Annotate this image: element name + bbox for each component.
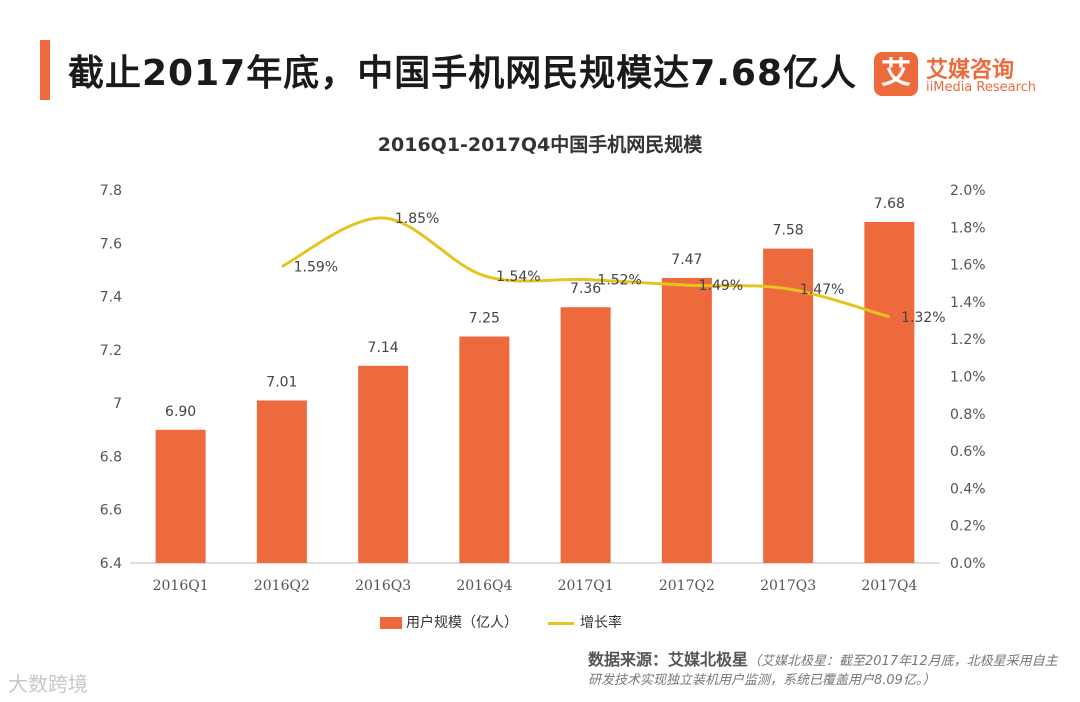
y-right-tick-label: 0.8% <box>950 407 986 423</box>
x-tick-label: 2016Q3 <box>355 578 411 594</box>
bar-value-label: 7.36 <box>570 281 601 297</box>
brand-mark-icon: 艾 <box>874 52 918 96</box>
line-value-label: 1.52% <box>597 273 641 289</box>
y-right-tick-label: 0.4% <box>950 481 986 497</box>
legend-bar-swatch <box>380 617 402 629</box>
bar-value-label: 7.01 <box>266 374 297 390</box>
y-right-tick-label: 1.6% <box>950 258 986 274</box>
bar <box>256 400 307 563</box>
brand-logo: 艾 艾媒咨询 iiMedia Research <box>874 52 1054 98</box>
y-right-tick-label: 1.8% <box>950 220 986 236</box>
y-right-tick-label: 0.2% <box>950 519 986 535</box>
bar <box>459 336 510 563</box>
line-value-label: 1.59% <box>294 259 338 275</box>
bar-value-label: 7.58 <box>773 223 804 239</box>
source-label: 数据来源：艾媒北极星 <box>588 650 749 669</box>
y-left-tick-label: 7.6 <box>100 236 122 252</box>
legend-item-bar: 用户规模（亿人） <box>380 612 518 632</box>
bar <box>560 307 611 563</box>
y-left-tick-label: 7.2 <box>100 343 122 359</box>
y-left-tick-label: 6.4 <box>100 556 122 572</box>
line-value-label: 1.47% <box>800 282 844 298</box>
x-tick-label: 2016Q2 <box>254 578 310 594</box>
y-left-tick-label: 7.4 <box>100 290 122 306</box>
y-right-tick-label: 0.0% <box>950 556 986 572</box>
x-tick-label: 2016Q1 <box>153 578 209 594</box>
line-value-label: 1.54% <box>496 269 540 285</box>
x-tick-label: 2017Q3 <box>760 578 816 594</box>
y-right-tick-label: 1.0% <box>950 370 986 386</box>
y-left-tick-label: 7.8 <box>100 183 122 199</box>
corner-watermark: 大数跨境 <box>8 672 88 696</box>
bar-value-label: 7.25 <box>469 311 500 327</box>
line-value-label: 1.49% <box>699 278 743 294</box>
bar-value-label: 7.47 <box>671 252 702 268</box>
bar <box>661 277 712 563</box>
bar-value-label: 6.90 <box>165 404 196 420</box>
growth-rate-line <box>281 216 890 319</box>
x-tick-label: 2016Q4 <box>456 578 512 594</box>
bar-value-label: 7.68 <box>874 196 905 212</box>
line-value-label: 1.85% <box>395 211 439 227</box>
legend-line-swatch <box>548 621 574 625</box>
legend-bar-label: 用户规模（亿人） <box>406 615 518 631</box>
y-right-tick-label: 0.6% <box>950 444 986 460</box>
bar <box>155 429 206 563</box>
source-detail: （艾媒北极星：截至2017年12月底，北极星采用自主研发技术实现独立装机用户监测… <box>588 654 1058 688</box>
y-left-tick-label: 7 <box>113 396 122 412</box>
y-right-tick-label: 1.4% <box>950 295 986 311</box>
source-note: 数据来源：艾媒北极星（艾媒北极星：截至2017年12月底，北极星采用自主研发技术… <box>588 650 1058 690</box>
bar <box>763 248 814 563</box>
line-value-label: 1.32% <box>901 310 945 326</box>
chart-title: 2016Q1-2017Q4中国手机网民规模 <box>377 134 703 156</box>
page-title: 截止2017年底，中国手机网民规模达7.68亿人 <box>68 53 858 94</box>
headline-accent-bar <box>40 40 50 100</box>
x-tick-label: 2017Q4 <box>861 578 917 594</box>
y-right-tick-label: 2.0% <box>950 183 986 199</box>
legend-line-label: 增长率 <box>580 615 622 631</box>
x-tick-label: 2017Q1 <box>558 578 614 594</box>
legend-item-line: 增长率 <box>548 612 622 632</box>
x-tick-label: 2017Q2 <box>659 578 715 594</box>
bar <box>864 221 915 563</box>
y-right-tick-label: 1.2% <box>950 332 986 348</box>
y-left-tick-label: 6.8 <box>100 449 122 465</box>
bar <box>358 365 409 563</box>
brand-name-en: iiMedia Research <box>926 80 1037 95</box>
y-left-tick-label: 6.6 <box>100 503 122 519</box>
bar-value-label: 7.14 <box>368 340 399 356</box>
brand-name: 艾媒咨询 <box>926 58 1015 83</box>
